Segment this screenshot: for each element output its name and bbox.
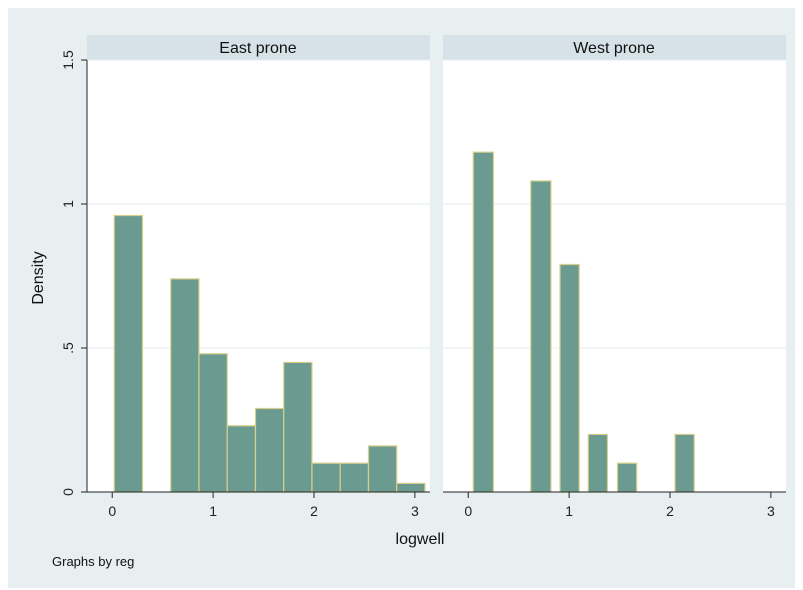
panel-west-prone: West prone (443, 35, 786, 493)
y-tick-label: .5 (60, 342, 76, 354)
y-tick-label: 0 (60, 488, 76, 496)
histogram-bar (616, 462, 638, 493)
graph-note: Graphs by reg (52, 554, 134, 569)
histogram-bar (559, 263, 580, 493)
histogram-bar (472, 151, 495, 493)
panel-strip (87, 35, 430, 60)
plot-area (443, 60, 786, 492)
x-tick-label: 3 (767, 503, 775, 519)
x-tick-label: 2 (310, 503, 318, 519)
histogram-bar (198, 353, 228, 493)
x-tick-label: 0 (108, 503, 116, 519)
x-tick-label: 1 (565, 503, 573, 519)
x-tick-label: 0 (464, 503, 472, 519)
x-tick-label: 2 (666, 503, 674, 519)
histogram-bar (226, 425, 257, 493)
y-axis-title: Density (30, 251, 47, 304)
panel-strip (443, 35, 786, 60)
histogram-bar (170, 278, 200, 493)
x-axis-east-prone: 0 1 2 3 (87, 491, 430, 519)
histogram-bar (674, 433, 695, 493)
histogram-bar (396, 482, 426, 493)
histogram-bar (587, 433, 609, 493)
histogram-bar (113, 214, 144, 493)
histogram-bar (339, 462, 370, 493)
y-axis: 0 .5 1 1.5 (60, 50, 88, 496)
x-tick-label: 3 (411, 503, 419, 519)
x-axis-west-prone: 0 1 2 3 (443, 491, 786, 519)
histogram-bar (311, 462, 341, 493)
histogram-bar (254, 407, 285, 493)
histogram-bar (530, 180, 552, 493)
x-axis-title: logwell (396, 531, 445, 548)
histogram-bar (283, 361, 313, 493)
x-tick-label: 1 (209, 503, 217, 519)
histogram-bar (367, 445, 398, 493)
panel-east-prone: East prone (87, 35, 430, 493)
y-tick-label: 1.5 (60, 50, 76, 70)
panel-title: West prone (573, 40, 655, 57)
panel-title: East prone (219, 40, 296, 57)
y-tick-label: 1 (60, 200, 76, 208)
